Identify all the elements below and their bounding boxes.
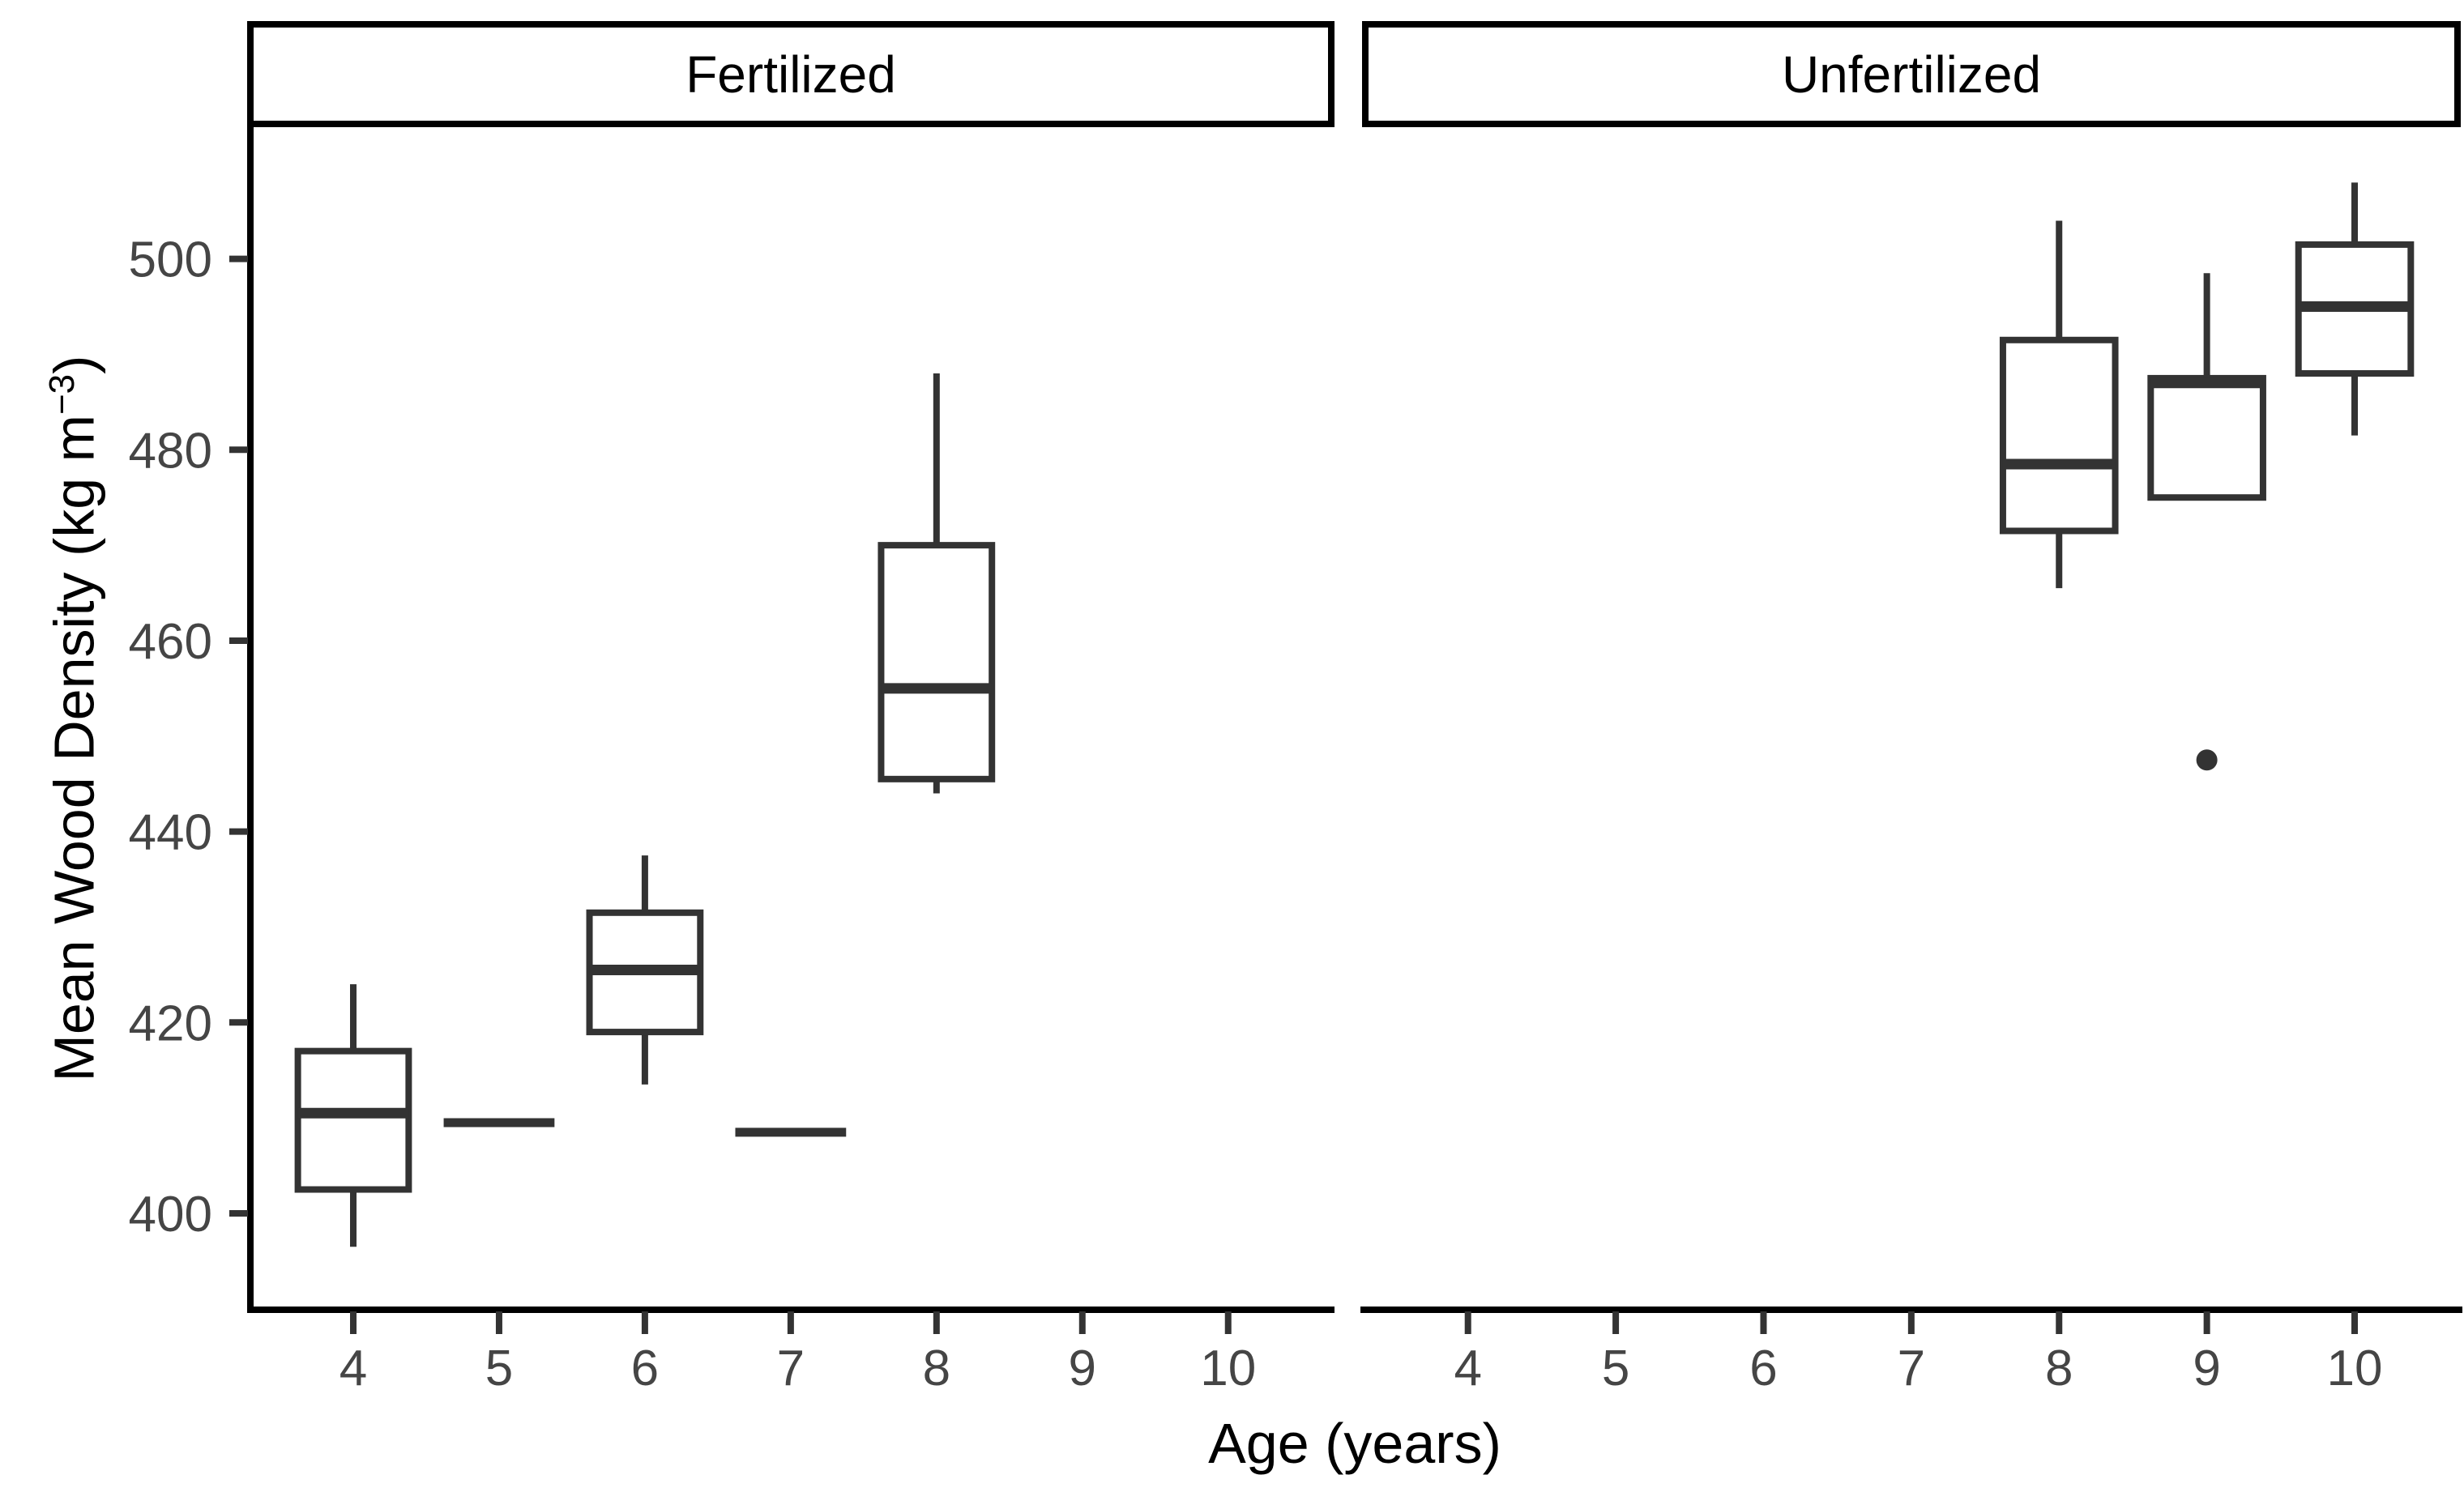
x-tick-label: 9 (1069, 1341, 1096, 1396)
x-tick-label: 8 (2045, 1341, 2073, 1396)
y-tick-label: 480 (129, 423, 212, 479)
box (2003, 340, 2116, 531)
y-tick-label: 460 (129, 614, 212, 670)
x-tick-label: 6 (1749, 1341, 1777, 1396)
y-tick-label: 400 (129, 1187, 212, 1243)
y-axis-title: Mean Wood Density (kg m−3) (26, 127, 99, 1310)
x-tick-label: 6 (631, 1341, 659, 1396)
outlier-point (2197, 749, 2218, 770)
x-tick-label: 10 (1200, 1341, 1256, 1396)
x-tick-label: 4 (1454, 1341, 1481, 1396)
x-tick-label: 5 (1602, 1341, 1629, 1396)
box (2150, 378, 2263, 497)
y-tick-label: 440 (129, 805, 212, 861)
y-axis-title-superscript: −3 (42, 374, 82, 415)
y-tick-label: 420 (129, 995, 212, 1051)
x-tick-label: 7 (777, 1341, 805, 1396)
boxplot-figure: Fertilized Unfertilized 4004204404604805… (0, 0, 2464, 1492)
x-tick-label: 4 (339, 1341, 367, 1396)
x-axis-title: Age (years) (250, 1411, 2459, 1476)
x-tick-label: 9 (2193, 1341, 2220, 1396)
box (298, 1051, 409, 1190)
x-tick-label: 7 (1898, 1341, 1925, 1396)
box (881, 545, 992, 779)
y-axis-title-close: ) (42, 356, 105, 374)
x-tick-label: 10 (2327, 1341, 2383, 1396)
y-tick-label: 500 (129, 232, 212, 288)
y-axis-title-text: Mean Wood Density (kg m (42, 415, 105, 1081)
plot-area: 400 420 440 460 480 500 4 5 6 7 8 9 10 4 5 6 7 8 9 10 (0, 0, 2464, 1492)
x-tick-label: 8 (923, 1341, 950, 1396)
x-tick-label: 5 (485, 1341, 513, 1396)
